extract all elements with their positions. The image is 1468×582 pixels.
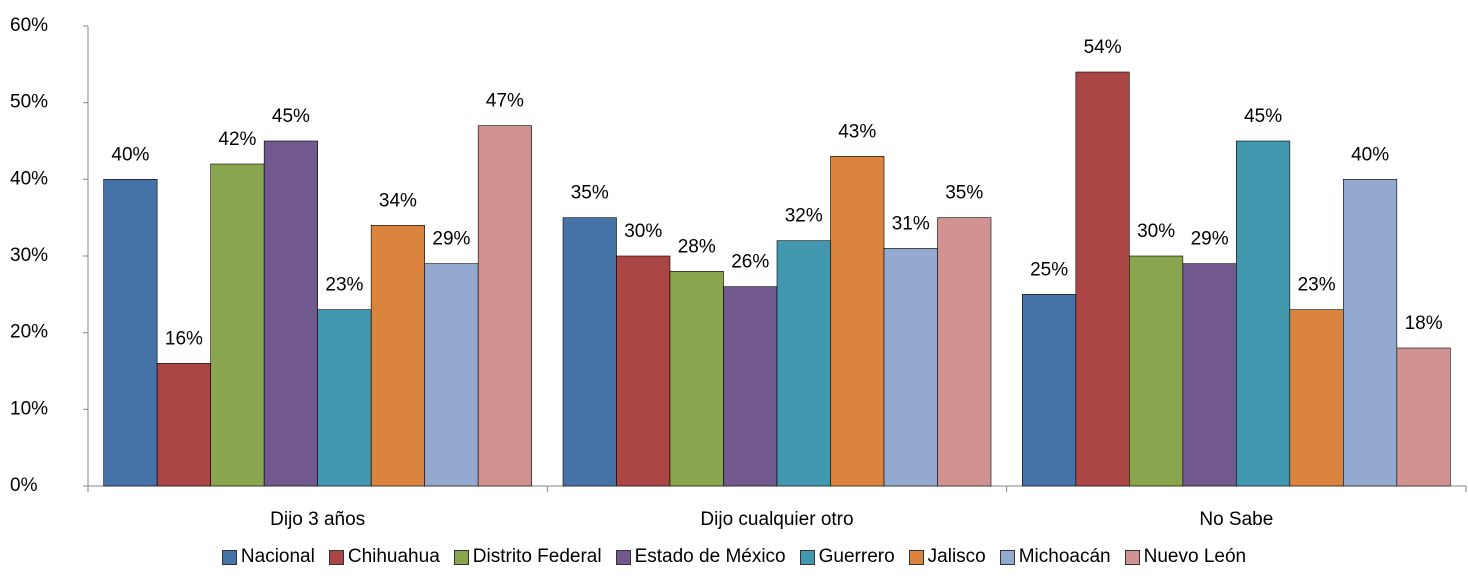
value-label: 30% [1137,221,1175,242]
value-label: 40% [111,144,149,165]
value-label: 35% [945,183,983,204]
y-tick-label: 40% [10,168,48,189]
legend-swatch [453,549,469,565]
legend-item: Guerrero [799,546,895,568]
x-tick-label: No Sabe [1199,509,1273,530]
legend-item: Michoacán [999,546,1111,568]
bar [210,163,265,487]
value-label: 42% [218,129,256,150]
legend-item: Estado de México [615,546,786,568]
chart: 0% 10% 20% 30% 40% 50% 60% Dijo 3 años Dijo cual… [10,15,1467,530]
bar [883,248,938,487]
legend-label: Estado de México [634,546,786,567]
bar [776,240,831,487]
value-label: 25% [1030,259,1068,280]
legend-label: Distrito Federal [472,546,602,567]
value-label: 30% [624,221,662,242]
bar [370,225,425,487]
value-label: 23% [1298,275,1336,296]
value-label: 54% [1084,37,1122,58]
legend: Nacional Chihuahua Distrito Federal Estado … [0,546,1468,568]
value-label: 29% [1191,229,1229,250]
bar [263,140,318,487]
legend-item: Nuevo León [1124,546,1247,568]
legend-label: Guerrero [818,546,895,567]
y-tick-label: 50% [10,92,48,113]
bar [562,217,617,487]
bar [1022,294,1077,487]
legend-swatch [999,549,1015,565]
value-label: 43% [838,121,876,142]
value-label: 26% [731,252,769,273]
y-tick-label: 30% [10,245,48,266]
bar [830,156,885,487]
legend-label: Michoacán [1018,546,1111,567]
bar [1289,309,1344,487]
value-label: 31% [892,213,930,234]
value-label: 47% [486,91,524,112]
value-label: 34% [379,190,417,211]
y-tick-label: 60% [10,15,48,36]
bar [477,125,532,487]
bar [1075,71,1130,487]
value-label: 32% [785,206,823,227]
value-label: 18% [1405,313,1443,334]
bar [723,286,778,487]
legend-swatch [328,549,344,565]
bar [156,363,211,487]
value-label: 40% [1351,144,1389,165]
bar [1396,347,1451,487]
x-tick-label: Dijo cualquier otro [700,509,853,530]
legend-swatch [908,549,924,565]
bar [1182,263,1237,487]
bar [616,255,671,487]
bar [103,179,158,487]
bar [1129,255,1184,487]
bar [669,271,724,487]
legend-swatch [615,549,631,565]
legend-swatch [1124,549,1140,565]
bar [937,217,992,487]
value-label: 29% [432,229,470,250]
legend-label: Nuevo León [1143,546,1247,567]
value-label: 28% [678,236,716,257]
legend-item: Chihuahua [328,546,440,568]
bar [317,309,372,487]
value-label: 16% [165,328,203,349]
bar [1343,179,1398,487]
legend-swatch [221,549,237,565]
legend-label: Jalisco [927,546,986,567]
y-tick-label: 10% [10,398,48,419]
y-tick-label: 20% [10,322,48,343]
value-label: 35% [571,183,609,204]
x-tick-label: Dijo 3 años [270,509,365,530]
legend-item: Nacional [221,546,315,568]
value-label: 45% [272,106,310,127]
bar [1236,140,1291,487]
bar [424,263,479,487]
value-label: 45% [1244,106,1282,127]
y-tick-label: 0% [10,475,38,496]
legend-label: Chihuahua [347,546,440,567]
legend-item: Jalisco [908,546,986,568]
legend-item: Distrito Federal [453,546,602,568]
legend-swatch [799,549,815,565]
value-label: 23% [325,275,363,296]
legend-label: Nacional [240,546,315,567]
